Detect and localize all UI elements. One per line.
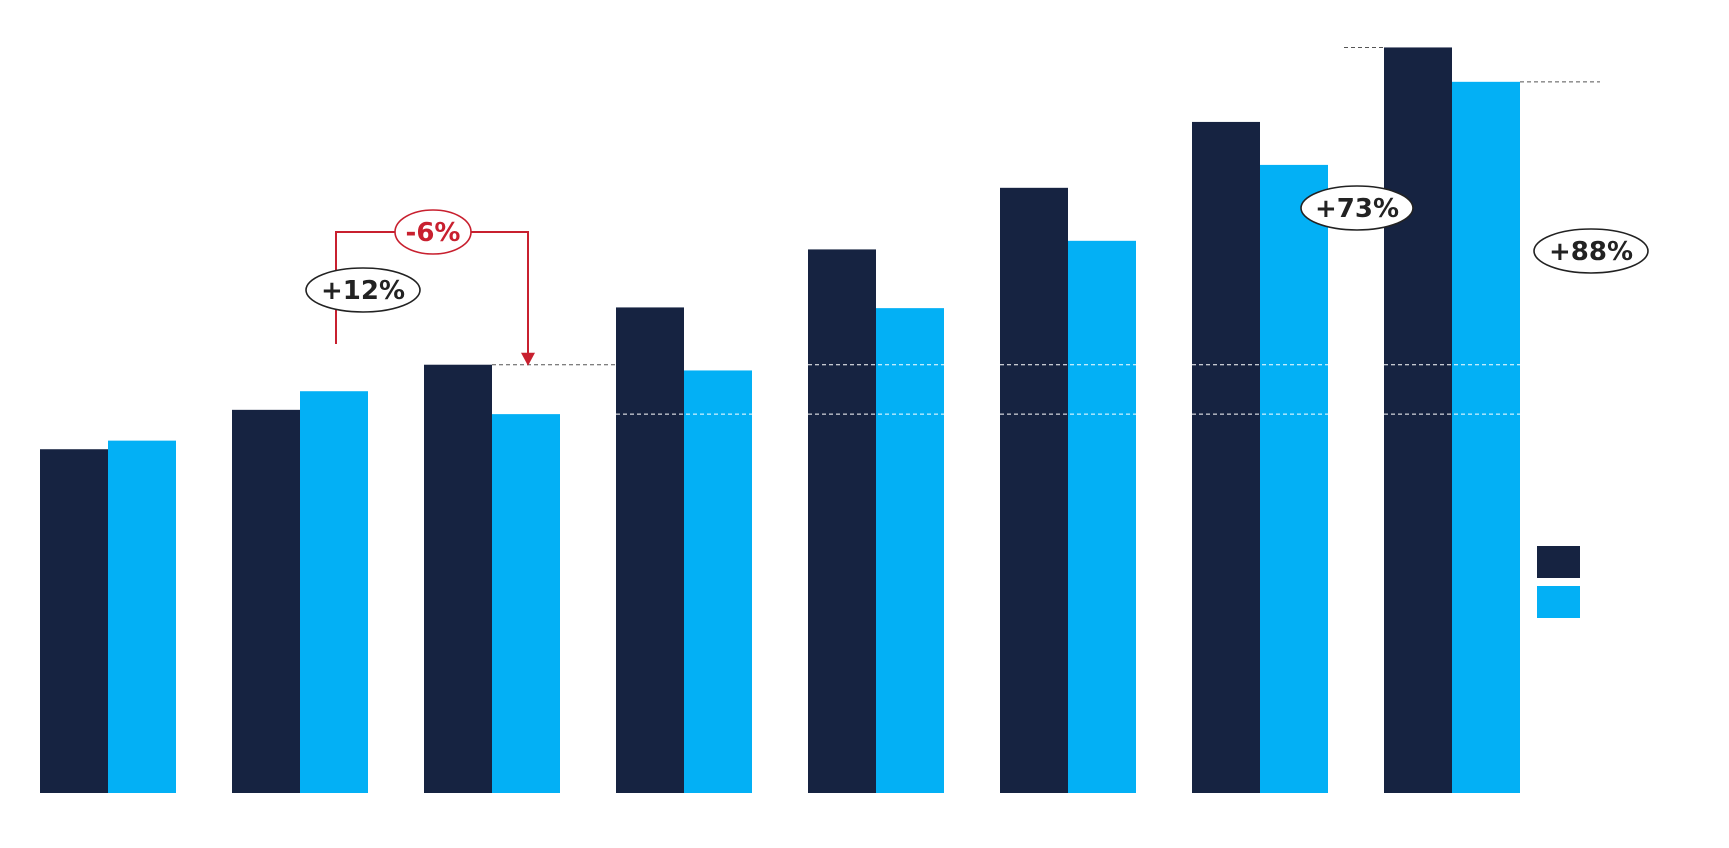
bar-series2-5 (876, 308, 944, 793)
bar-series1-7 (1192, 121, 1260, 794)
bar-series2-7 (1260, 164, 1328, 794)
bracket-right (471, 231, 529, 355)
bar-series1-8 (1384, 47, 1452, 793)
bar-series2-3 (492, 414, 560, 793)
bar-series1-1 (40, 449, 108, 793)
bar-series2-1 (108, 440, 176, 793)
annotation-bubble-minus-6-pct (394, 209, 472, 255)
bar-series2-4 (684, 370, 752, 793)
bars-group (40, 47, 1520, 794)
guide-lines (492, 46, 1600, 415)
annotation-bubble-plusminus-12-pct (305, 267, 421, 313)
annotation-bubble-plusminus-88-pct (1533, 228, 1649, 274)
annotation-label-plusminus-88-pct: +88% (1549, 237, 1633, 267)
bar-series2-2 (300, 391, 368, 793)
annotation-label-minus-6-pct: -6% (406, 218, 461, 248)
annotation-bubble-plusminus-73-pct (1300, 185, 1414, 231)
bar-series1-2 (232, 409, 300, 793)
bar-series2-8 (1452, 81, 1520, 793)
legend (1537, 546, 1580, 618)
bracket-arrowhead (521, 352, 535, 366)
bar-series1-6 (1000, 187, 1068, 794)
bar-series1-3 (424, 364, 492, 793)
bar-series2-6 (1068, 240, 1136, 793)
legend-swatch-2 (1537, 586, 1580, 618)
legend-swatch-1 (1537, 546, 1580, 578)
bar-series1-5 (808, 249, 876, 793)
bar-series1-4 (616, 307, 684, 793)
annotation-label-plusminus-73-pct: +73% (1315, 194, 1399, 224)
annotation-label-plusminus-12-pct: +12% (321, 276, 405, 306)
annotations-group: -6%+12% +73% +88% (305, 185, 1649, 366)
